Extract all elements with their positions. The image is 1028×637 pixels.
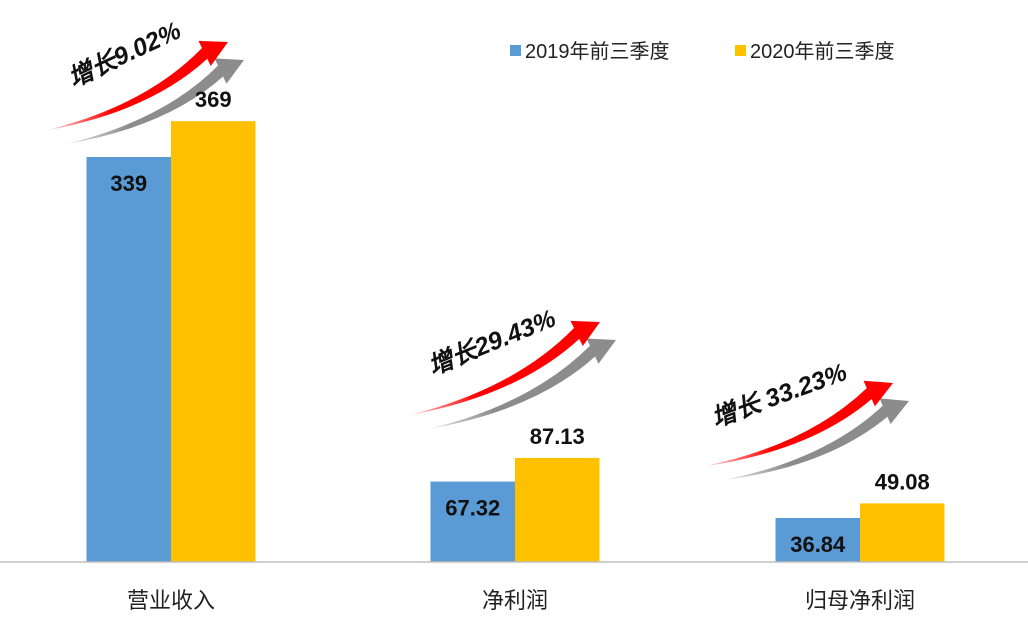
growth-annotation: 增长 33.23% xyxy=(706,358,909,480)
category-label: 净利润 xyxy=(482,588,548,613)
labels: 339 369 营业收入 67.32 87.13 净利润 36.84 49.08 归母净利润 xyxy=(110,87,929,613)
legend-label: 2020年前三季度 xyxy=(750,40,895,63)
bar-2020-2 xyxy=(860,503,945,562)
growth-arrow-icon xyxy=(428,338,616,429)
growth-annotation: 增长29.43% xyxy=(410,304,616,429)
data-label: 67.32 xyxy=(445,496,500,521)
growth-arrow-icon xyxy=(724,398,909,480)
bar-2020-0 xyxy=(171,121,256,562)
bar-2020-1 xyxy=(515,457,600,562)
category-label: 营业收入 xyxy=(127,588,215,613)
bars xyxy=(86,121,945,562)
bar-2019-1 xyxy=(430,481,515,562)
data-label: 49.08 xyxy=(875,469,930,494)
bar-2019-2 xyxy=(775,517,860,562)
growth-label: 增长29.43% xyxy=(424,304,559,380)
bar-2019-0 xyxy=(86,157,171,562)
legend-label: 2019年前三季度 xyxy=(525,40,670,63)
data-label: 36.84 xyxy=(790,532,846,557)
growth-arrow-icon xyxy=(66,58,244,144)
data-label: 87.13 xyxy=(530,424,585,449)
legend: 2019年前三季度 2020年前三季度 xyxy=(510,40,895,63)
data-label: 369 xyxy=(195,87,232,112)
growth-arrow-icon xyxy=(48,40,228,130)
category-label: 归母净利润 xyxy=(805,588,915,613)
data-label: 339 xyxy=(110,171,147,196)
legend-swatch xyxy=(735,45,746,56)
growth-arrow-icon xyxy=(706,380,893,466)
legend-swatch xyxy=(510,45,521,56)
growth-arrow-icon xyxy=(410,320,600,415)
